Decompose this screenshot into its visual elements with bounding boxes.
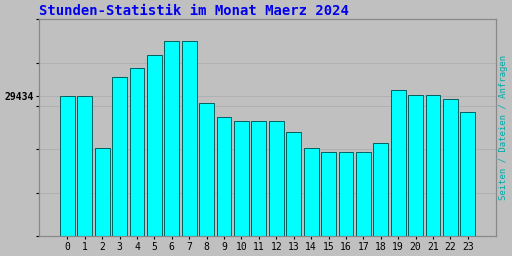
Bar: [60, 96, 75, 256]
Bar: [460, 112, 475, 256]
Bar: [356, 152, 371, 256]
Bar: [130, 68, 144, 256]
Bar: [269, 121, 284, 256]
Bar: [408, 95, 423, 256]
Bar: [77, 96, 92, 256]
Text: Stunden-Statistik im Monat Maerz 2024: Stunden-Statistik im Monat Maerz 2024: [39, 4, 349, 18]
Bar: [217, 117, 231, 256]
Bar: [199, 103, 214, 256]
Bar: [425, 95, 440, 256]
Bar: [182, 41, 197, 256]
Bar: [321, 152, 336, 256]
Bar: [95, 148, 110, 256]
Bar: [338, 152, 353, 256]
Bar: [391, 90, 406, 256]
Bar: [234, 121, 249, 256]
Bar: [373, 143, 388, 256]
Bar: [251, 121, 266, 256]
Bar: [304, 148, 318, 256]
Bar: [112, 77, 127, 256]
Y-axis label: Seiten / Dateien / Anfragen: Seiten / Dateien / Anfragen: [499, 55, 508, 200]
Bar: [443, 99, 458, 256]
Bar: [147, 55, 162, 256]
Bar: [164, 41, 179, 256]
Bar: [286, 132, 301, 256]
